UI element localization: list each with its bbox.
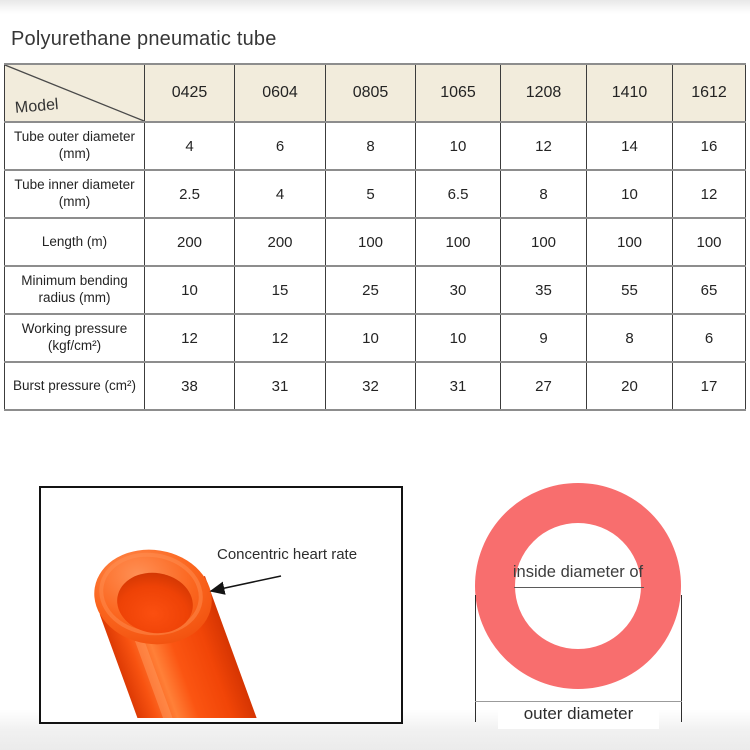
- top-gradient: [0, 0, 750, 14]
- table-cell: 10: [325, 313, 416, 363]
- table-row: Minimum bending radius (mm) 10 15 25 30 35 55 6…: [4, 265, 746, 315]
- tube-annotation: Concentric heart rate: [217, 546, 358, 563]
- table-cell: 10: [144, 265, 235, 315]
- table-cell: 20: [586, 361, 673, 411]
- column-header: 0604: [234, 63, 326, 123]
- table-cell: 100: [586, 217, 673, 267]
- row-label: Minimum bending radius (mm): [4, 265, 145, 315]
- table-row: Tube inner diameter (mm) 2.5 4 5 6.5 8 10 12: [4, 169, 746, 219]
- table-row: Length (m) 200 200 100 100 100 100 100: [4, 217, 746, 267]
- table-cell: 12: [500, 121, 587, 171]
- table-cell: 31: [234, 361, 326, 411]
- model-corner-cell: Model: [4, 63, 145, 123]
- model-label: Model: [14, 96, 60, 117]
- table-cell: 100: [672, 217, 746, 267]
- table-cell: 10: [415, 121, 501, 171]
- table-cell: 14: [586, 121, 673, 171]
- table-cell: 200: [234, 217, 326, 267]
- column-header: 1065: [415, 63, 501, 123]
- table-cell: 65: [672, 265, 746, 315]
- table-cell: 9: [500, 313, 587, 363]
- outer-diameter-left-line: [475, 595, 476, 722]
- table-cell: 35: [500, 265, 587, 315]
- page-title: Polyurethane pneumatic tube: [11, 28, 277, 50]
- table-cell: 5: [325, 169, 416, 219]
- table-cell: 6.5: [415, 169, 501, 219]
- table-row: Burst pressure (cm²) 38 31 32 31 27 20 17: [4, 361, 746, 411]
- tube-image: [94, 549, 308, 718]
- table-cell: 15: [234, 265, 326, 315]
- table-cell: 10: [415, 313, 501, 363]
- annotation-arrow: [209, 575, 282, 595]
- tube-highlight: [127, 615, 230, 718]
- table-cell: 4: [144, 121, 235, 171]
- tube-photo-figure: Concentric heart rate: [39, 486, 403, 724]
- tube-body: [99, 575, 308, 718]
- table-cell: 100: [500, 217, 587, 267]
- table-cell: 32: [325, 361, 416, 411]
- table-cell: 8: [586, 313, 673, 363]
- outer-diameter-baseline: [475, 701, 682, 702]
- column-header: 0805: [325, 63, 416, 123]
- table-cell: 55: [586, 265, 673, 315]
- outer-diameter-right-line: [681, 595, 682, 722]
- row-label: Burst pressure (cm²): [4, 361, 145, 411]
- table-cell: 200: [144, 217, 235, 267]
- table-cell: 38: [144, 361, 235, 411]
- tube-graphic: [94, 549, 308, 718]
- table-cell: 100: [415, 217, 501, 267]
- inside-diameter-label: inside diameter of: [512, 563, 644, 581]
- row-label: Working pressure (kgf/cm²): [4, 313, 145, 363]
- table-cell: 25: [325, 265, 416, 315]
- table-cell: 12: [144, 313, 235, 363]
- tube-bore: [117, 572, 193, 634]
- table-cell: 27: [500, 361, 587, 411]
- table-cell: 30: [415, 265, 501, 315]
- table-cell: 4: [234, 169, 326, 219]
- row-label: Tube inner diameter (mm): [4, 169, 145, 219]
- table-cell: 31: [415, 361, 501, 411]
- ring-graphic: [475, 483, 681, 689]
- diagonal-line: [5, 65, 144, 121]
- column-header: 0425: [144, 63, 235, 123]
- table-cell: 100: [325, 217, 416, 267]
- table-cell: 12: [234, 313, 326, 363]
- column-header: 1410: [586, 63, 673, 123]
- table-cell: 8: [325, 121, 416, 171]
- row-label: Tube outer diameter (mm): [4, 121, 145, 171]
- table-cell: 6: [234, 121, 326, 171]
- spec-table: Model 0425 0604 0805 1065 1208 1410 1612 Tube …: [4, 63, 746, 411]
- table-cell: 8: [500, 169, 587, 219]
- table-cell: 10: [586, 169, 673, 219]
- row-label: Length (m): [4, 217, 145, 267]
- table-cell: 17: [672, 361, 746, 411]
- table-cell: 16: [672, 121, 746, 171]
- table-row: Tube outer diameter (mm) 4 6 8 10 12 14 16: [4, 121, 746, 171]
- column-header: 1208: [500, 63, 587, 123]
- inside-diameter-line: [514, 587, 644, 588]
- table-cell: 6: [672, 313, 746, 363]
- outer-diameter-label: outer diameter: [498, 702, 659, 729]
- table-cell: 12: [672, 169, 746, 219]
- table-cell: 2.5: [144, 169, 235, 219]
- table-header-row: Model 0425 0604 0805 1065 1208 1410 1612: [4, 63, 746, 123]
- column-header: 1612: [672, 63, 746, 123]
- table-row: Working pressure (kgf/cm²) 12 12 10 10 9 8 6: [4, 313, 746, 363]
- rim-highlight: [99, 552, 203, 636]
